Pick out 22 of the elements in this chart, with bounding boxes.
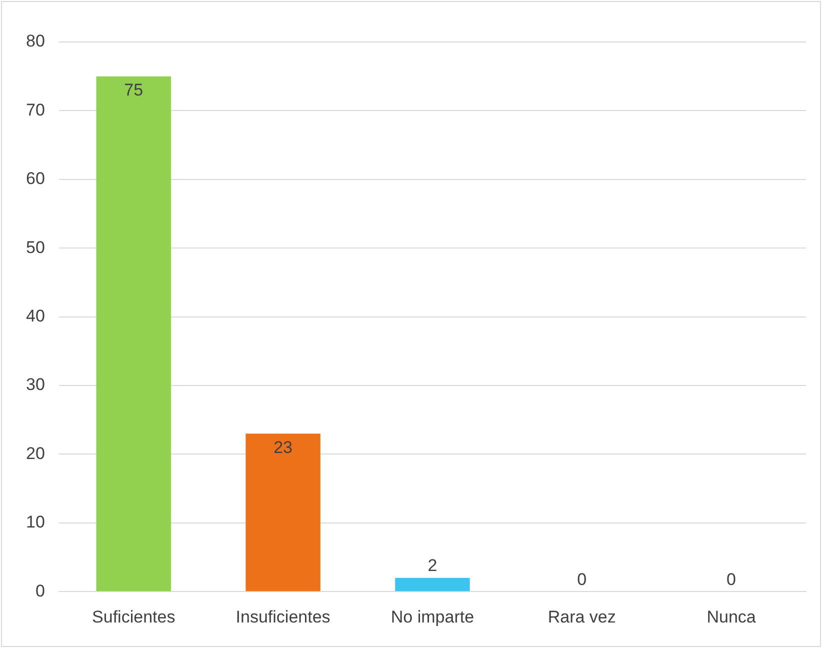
x-tick-label: Rara vez [548,607,616,626]
x-tick-label: Insuficientes [236,607,330,626]
bar [96,76,171,592]
y-tick-label: 60 [26,169,45,188]
y-tick-label: 10 [26,512,45,532]
y-tick-label: 40 [26,306,45,326]
y-tick-label: 50 [26,238,45,257]
y-tick-label: 20 [26,444,45,463]
bar [395,578,470,592]
bar [246,434,320,592]
data-label: 0 [726,570,736,589]
y-tick-label: 30 [26,375,45,394]
x-tick-label: No imparte [390,607,474,626]
data-label: 0 [577,570,587,589]
data-label: 75 [124,80,144,100]
data-label: 23 [274,438,292,457]
x-tick-label: Suficientes [92,607,176,626]
y-tick-label: 0 [35,581,45,600]
y-tick-label: 70 [26,100,45,120]
x-tick-label: Nunca [706,607,756,626]
y-tick-label: 80 [26,32,45,51]
data-label: 2 [428,556,438,576]
